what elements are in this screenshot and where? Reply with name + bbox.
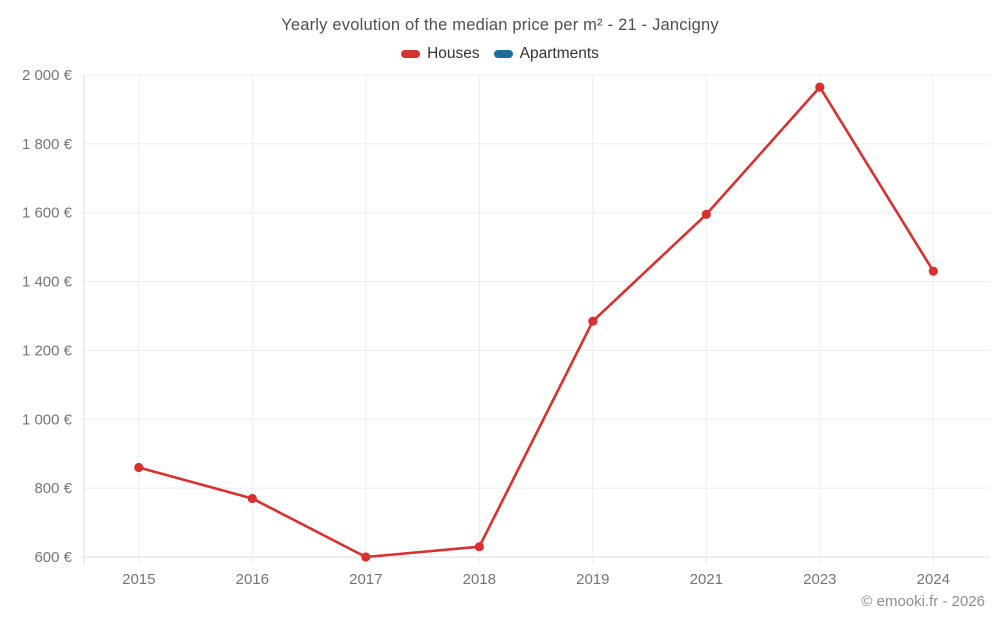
x-axis-tick-label: 2017	[349, 571, 382, 588]
data-point-houses-2021[interactable]	[701, 209, 711, 219]
x-axis-tick-label: 2021	[690, 571, 723, 588]
y-axis-labels: 600 € 800 € 1 000 € 1 200 € 1 400 € 1 600 € 1 …	[22, 67, 73, 566]
legend-item-houses[interactable]: Houses	[401, 45, 480, 63]
x-axis-tick-label: 2024	[917, 571, 950, 588]
x-axis-tick-label: 2019	[576, 571, 609, 588]
data-point-houses-2016[interactable]	[247, 493, 257, 504]
y-axis-tick-label: 1 400 €	[22, 274, 73, 291]
x-axis-tick-label: 2016	[236, 571, 269, 588]
houses-legend-swatch	[401, 50, 421, 58]
data-point-houses-2019[interactable]	[588, 316, 598, 326]
apartments-legend-swatch	[493, 50, 513, 58]
data-point-houses-2023[interactable]	[815, 82, 825, 92]
legend-item-apartments[interactable]: Apartments	[493, 45, 599, 63]
y-axis-tick-label: 1 800 €	[22, 136, 73, 153]
y-gridlines	[82, 74, 990, 558]
x-axis-tick-label: 2023	[803, 571, 836, 588]
x-axis-labels: 2015 2016 2017 2018 2019 2021 2023 2024	[122, 571, 950, 588]
y-axis-tick-label: 800 €	[34, 480, 72, 497]
apartments-legend-label: Apartments	[519, 45, 599, 62]
credit-text: © emooki.fr - 2026	[861, 593, 985, 610]
y-axis-tick-label: 600 €	[34, 549, 72, 566]
y-axis-tick-label: 1 200 €	[22, 342, 73, 359]
y-axis-tick-label: 1 000 €	[22, 411, 73, 428]
y-axis-tick-label: 1 600 €	[22, 205, 73, 222]
data-point-houses-2024[interactable]	[928, 266, 938, 276]
x-axis-tick-label: 2018	[463, 571, 496, 588]
y-axis-tick-label: 2 000 €	[22, 67, 73, 84]
houses-legend-label: Houses	[427, 45, 480, 62]
houses-line	[137, 85, 935, 559]
data-point-houses-2017[interactable]	[361, 552, 371, 562]
data-point-houses-2018[interactable]	[474, 542, 484, 552]
x-gridlines	[83, 75, 934, 565]
legend: Houses Apartments	[0, 45, 1000, 63]
chart-title: Yearly evolution of the median price per…	[281, 16, 719, 34]
data-point-houses-2015[interactable]	[134, 462, 144, 473]
x-axis-tick-label: 2015	[122, 571, 155, 588]
